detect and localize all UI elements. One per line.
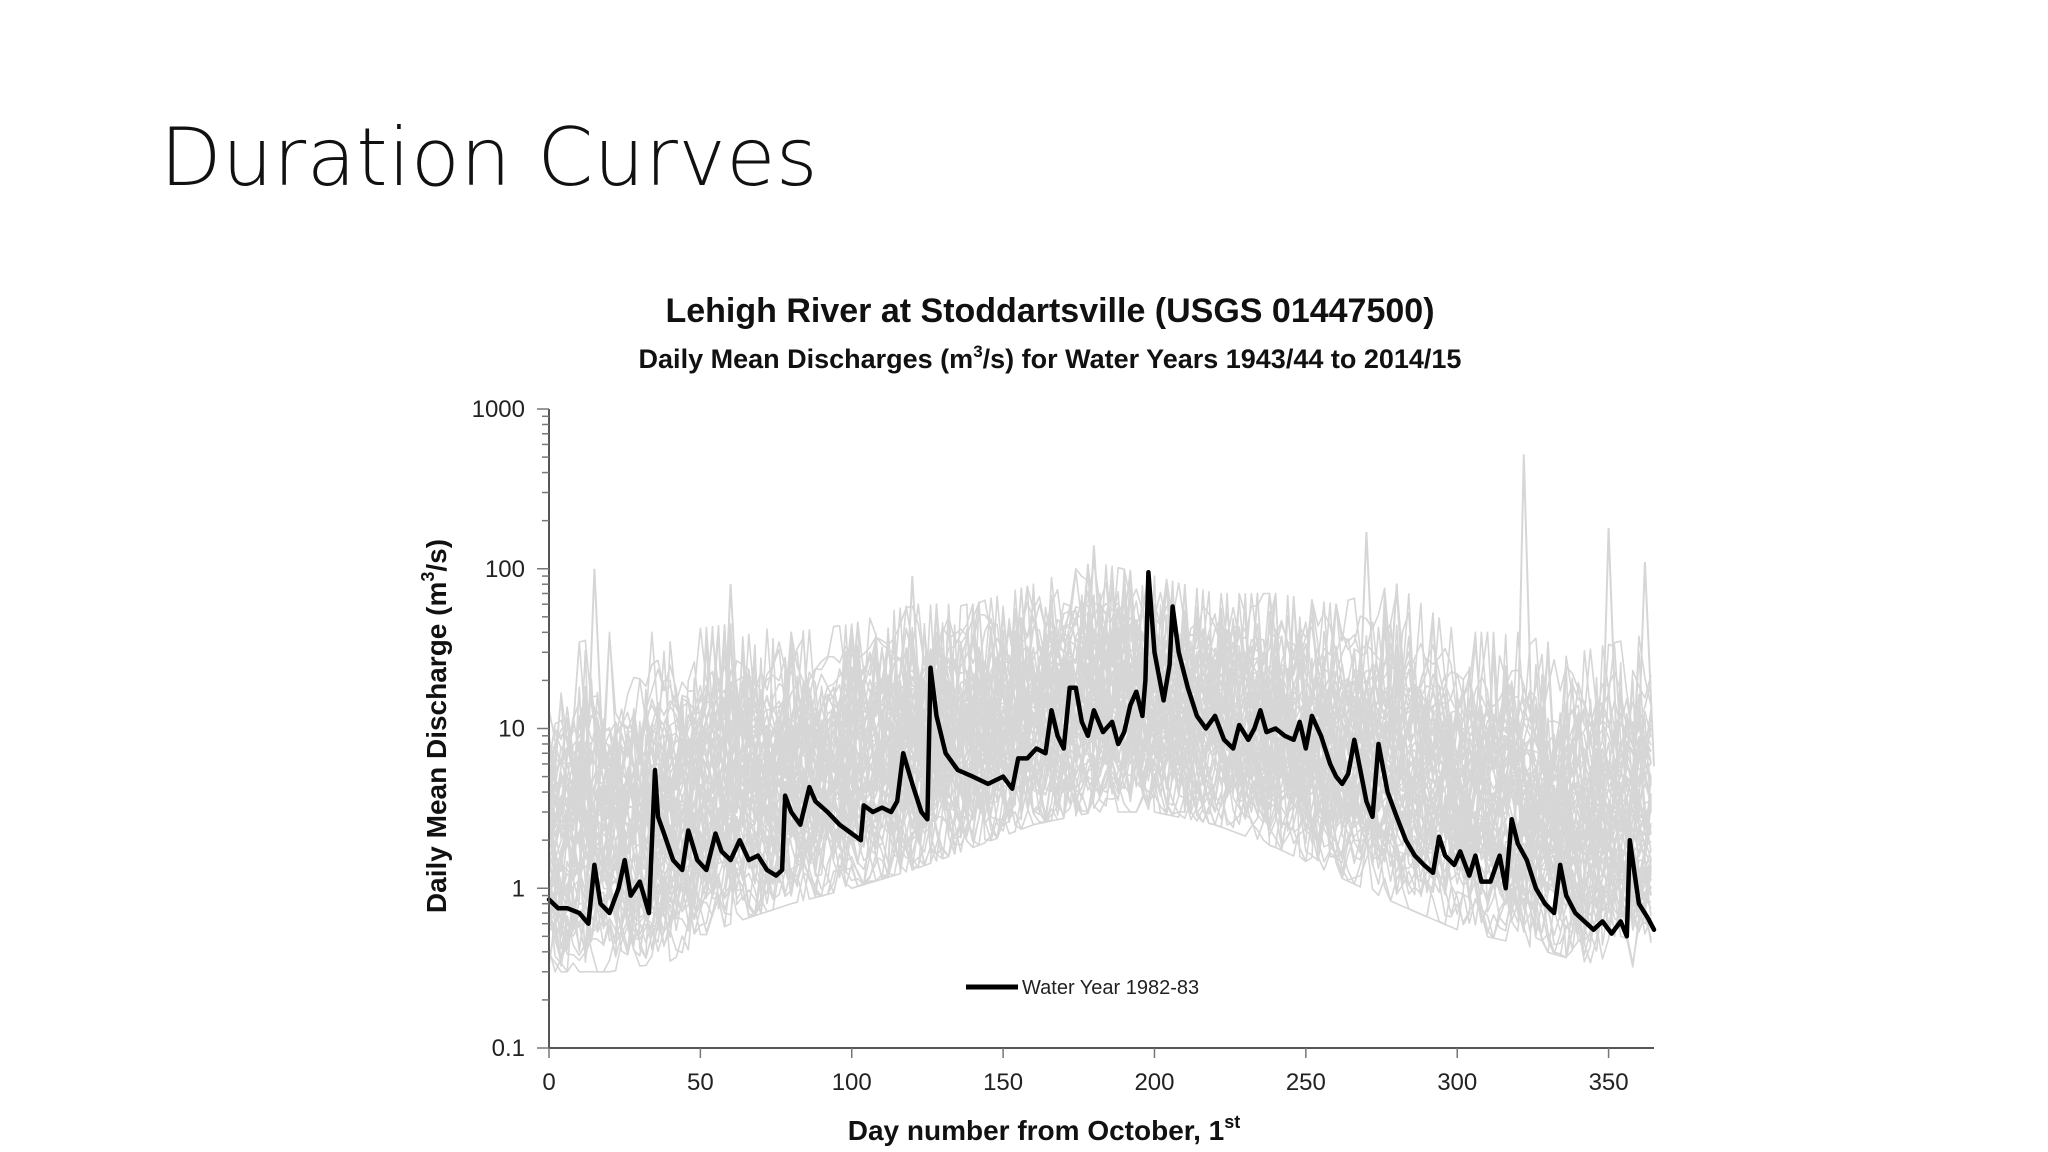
x-tick-label-50: 50 <box>687 1069 714 1096</box>
background-series-line <box>548 583 1652 807</box>
background-peak-4 <box>1359 531 1377 726</box>
tick-labels: 0 50 100 150 200 250 300 350 0.1 1 10 100 1000 <box>472 396 1629 1096</box>
background-series-line <box>548 561 1652 786</box>
background-series-line <box>548 616 1652 886</box>
y-axis-label-text: Daily Mean Discharge (m <box>421 582 452 913</box>
x-tick-label-350: 350 <box>1589 1069 1629 1096</box>
background-series-group <box>548 454 1655 973</box>
background-peak-2 <box>905 576 923 736</box>
x-tick-label-250: 250 <box>1286 1069 1326 1096</box>
x-axis-label: Day number from October, 1st <box>848 1112 1241 1146</box>
background-series-line <box>548 587 1652 807</box>
y-tick-label-1000: 1000 <box>472 396 525 423</box>
background-peak-6 <box>1601 527 1619 776</box>
y-axis-label-text-rest: /s) <box>421 539 452 572</box>
background-peak-1 <box>723 584 741 756</box>
chart-subtitle: Daily Mean Discharges (m3/s) for Water Y… <box>639 342 1462 374</box>
chart-title: Lehigh River at Stoddartsville (USGS 014… <box>665 292 1434 330</box>
background-peak-7 <box>1637 562 1655 767</box>
series-line-water-year-1982-83 <box>546 570 1657 939</box>
chart-subtitle-text-rest: /s) for Water Years 1943/44 to 2014/15 <box>983 344 1462 374</box>
x-tick-label-200: 200 <box>1134 1069 1174 1096</box>
background-series-line <box>548 593 1652 890</box>
chart-subtitle-text: Daily Mean Discharges (m <box>639 344 974 374</box>
background-series-line <box>548 609 1652 933</box>
highlight-series-group <box>546 570 1657 939</box>
background-series-line <box>548 604 1652 956</box>
background-series-line <box>548 592 1652 835</box>
x-tick-label-0: 0 <box>542 1069 555 1096</box>
background-series-line <box>548 706 1652 957</box>
legend-entry-water-year-1982-83: Water Year 1982-83 <box>1022 977 1199 999</box>
x-tick-label-150: 150 <box>983 1069 1023 1096</box>
y-axis-label: Daily Mean Discharge (m3/s) <box>418 539 452 913</box>
legend: Water Year 1982-83 <box>966 977 1199 999</box>
background-peak-3 <box>1086 545 1104 694</box>
y-tick-label-1: 1 <box>512 875 525 902</box>
chart-subtitle-superscript: 3 <box>973 342 982 361</box>
y-tick-label-0.1: 0.1 <box>492 1035 525 1062</box>
x-tick-label-300: 300 <box>1437 1069 1477 1096</box>
slide-title: Duration Curves <box>160 111 819 204</box>
y-tick-label-100: 100 <box>485 556 525 583</box>
background-peak-5 <box>1516 454 1534 766</box>
axes <box>537 408 1654 1058</box>
y-tick-label-10: 10 <box>498 716 525 743</box>
background-series-line <box>548 565 1652 852</box>
x-axis-label-superscript: st <box>1224 1112 1240 1132</box>
background-peak-0 <box>587 568 605 769</box>
x-tick-label-100: 100 <box>832 1069 872 1096</box>
x-axis-label-text: Day number from October, 1 <box>848 1115 1225 1146</box>
y-axis-label-superscript: 3 <box>418 572 438 582</box>
